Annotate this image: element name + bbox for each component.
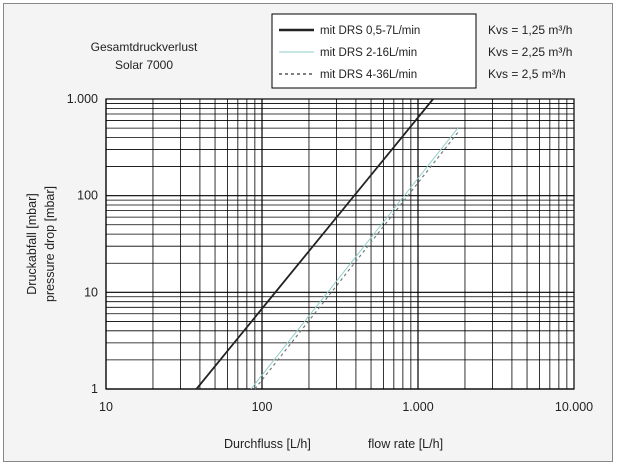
y-tick-labels: 1 10 100 1.000 [67,92,98,396]
chart-subtitle: Solar 7000 [115,58,173,72]
x-axis-label: Durchfluss [L/h] [224,437,311,451]
chart-frame: 10 100 1.000 10.000 1 10 100 1.000 Gesamtdruck… [3,3,613,462]
kvs-label-3: Kvs = 2,5 m³/h [488,67,566,81]
y-axis-label: Druckabfall [mbar] [25,193,39,294]
series-line-3 [254,132,459,390]
plot-area [105,98,575,390]
y-tick-label: 1.000 [67,92,98,106]
x-tick-label: 1.000 [402,400,433,414]
series-line-2 [250,127,459,390]
series-layer [195,98,459,390]
kvs-label-2: Kvs = 2,25 m³/h [488,45,572,59]
grid [105,99,574,390]
x-tick-label: 10.000 [555,400,593,414]
y-tick-label: 1 [91,382,98,396]
x-tick-label: 100 [252,400,273,414]
x-tick-labels: 10 100 1.000 10.000 [99,400,593,414]
kvs-label-1: Kvs = 1,25 m³/h [488,23,572,37]
y-tick-label: 10 [84,285,98,299]
legend-label-2: mit DRS 2-16L/min [320,47,417,59]
series-line-1 [195,98,434,390]
legend-box [271,13,477,89]
x-axis-label-en: flow rate [L/h] [368,437,443,451]
chart-title: Gesamtdruckverlust [91,40,198,54]
y-axis-label-en: pressure drop [mbar] [43,186,57,302]
legend-label-3: mit DRS 4-36L/min [320,69,417,81]
x-tick-label: 10 [99,400,113,414]
legend-label-1: mit DRS 0,5-7L/min [320,25,420,37]
y-tick-label: 100 [77,189,98,203]
